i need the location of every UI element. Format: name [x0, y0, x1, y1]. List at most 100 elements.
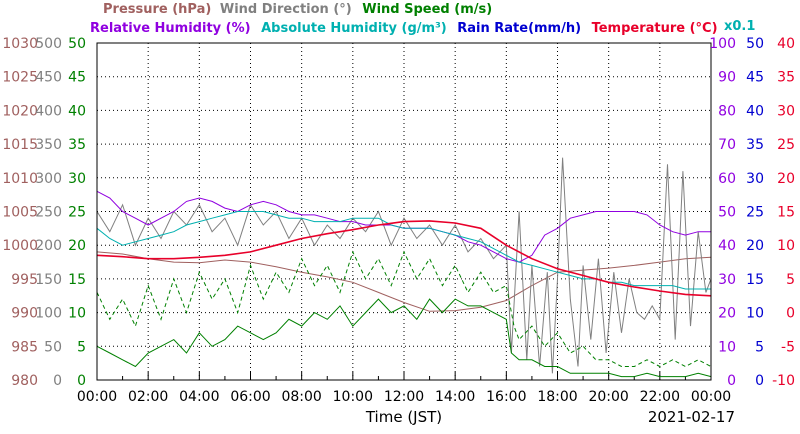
rain-rate-tick-label: 40: [746, 103, 764, 119]
temperature-tick-label: -5: [781, 339, 795, 355]
humidity-tick-label: 50: [718, 205, 736, 221]
rain-rate-tick-label: 20: [746, 238, 764, 254]
temperature-tick-label: 5: [786, 272, 795, 288]
wind-direction-tick-label: 150: [35, 272, 62, 288]
humidity-tick-label: 0: [727, 373, 736, 389]
x-tick-label: 20:00: [588, 389, 628, 405]
x-tick-label: 00:00: [691, 389, 731, 405]
pressure-tick-label: 1015: [2, 137, 38, 153]
wind-speed-tick-label: 50: [68, 36, 86, 52]
pressure-tick-label: 1020: [2, 103, 38, 119]
humidity-tick-label: 30: [718, 272, 736, 288]
wind-direction-tick-label: 200: [35, 238, 62, 254]
plot-frame: [96, 42, 712, 381]
pressure-tick-label: 995: [11, 272, 38, 288]
series-pressure: [96, 251, 712, 312]
humidity-tick-label: 70: [718, 137, 736, 153]
right-axes: 1009080706050403020100504540353025201510…: [709, 36, 795, 389]
humidity-tick-label: 10: [718, 339, 736, 355]
wind-direction-tick-label: 350: [35, 137, 62, 153]
x-tick-label: 10:00: [333, 389, 373, 405]
x-tick-label: 14:00: [435, 389, 475, 405]
temperature-tick-label: 0: [786, 306, 795, 322]
series-wind-speed-max: [96, 250, 712, 368]
legend-absolute-humidity: Absolute Humidity (g/m³): [261, 21, 447, 36]
x-tick-label: 04:00: [179, 389, 219, 405]
legend-wind-direction: Wind Direction (°): [219, 2, 352, 17]
multiplier-note: x0.1: [724, 19, 756, 34]
x-tick-label: 22:00: [640, 389, 680, 405]
wind-direction-tick-label: 500: [35, 36, 62, 52]
series-temperature: [96, 220, 712, 297]
wind-direction-tick-label: 400: [35, 103, 62, 119]
temperature-tick-label: 40: [777, 36, 795, 52]
rain-rate-tick-label: 30: [746, 171, 764, 187]
legend-relative-humidity: Relative Humidity (%): [90, 21, 251, 36]
wind-speed-tick-label: 45: [68, 70, 86, 86]
legend-row-2: Relative Humidity (%) Absolute Humidity …: [90, 21, 718, 37]
left-axes: 1030102510201015101010051000995990985980…: [2, 36, 86, 389]
legend-wind-speed: Wind Speed (m/s): [362, 2, 493, 17]
wind-speed-tick-label: 5: [77, 339, 86, 355]
x-tick-label: 06:00: [230, 389, 270, 405]
date-label: 2021-02-17: [648, 408, 735, 426]
humidity-tick-label: 90: [718, 70, 736, 86]
rain-rate-tick-label: 50: [746, 36, 764, 52]
temperature-tick-label: 30: [777, 103, 795, 119]
wind-speed-tick-label: 15: [68, 272, 86, 288]
pressure-tick-label: 980: [11, 373, 38, 389]
pressure-tick-label: 1005: [2, 205, 38, 221]
wind-speed-tick-label: 20: [68, 238, 86, 254]
pressure-tick-label: 985: [11, 339, 38, 355]
wind-direction-tick-label: 450: [35, 70, 62, 86]
legend-rain-rate: Rain Rate(mm/h): [457, 21, 582, 36]
x-tick-label: 08:00: [281, 389, 321, 405]
temperature-tick-label: 15: [777, 205, 795, 221]
pressure-tick-label: 1010: [2, 171, 38, 187]
rain-rate-tick-label: 0: [755, 373, 764, 389]
wind-speed-tick-label: 10: [68, 306, 86, 322]
humidity-tick-label: 40: [718, 238, 736, 254]
humidity-tick-label: 80: [718, 103, 736, 119]
rain-rate-tick-label: 25: [746, 205, 764, 221]
series-wind-direction: [96, 157, 712, 374]
x-tick-label: 02:00: [128, 389, 168, 405]
rain-rate-tick-label: 10: [746, 306, 764, 322]
humidity-tick-label: 100: [709, 36, 736, 52]
x-axis: 00:00 02:00 04:00 06:00 08:00 10:00 12:00 14:00…: [77, 389, 731, 405]
wind-speed-tick-label: 30: [68, 171, 86, 187]
temperature-tick-label: 20: [777, 171, 795, 187]
wind-direction-tick-label: 250: [35, 205, 62, 221]
wind-direction-tick-label: 0: [53, 373, 62, 389]
temperature-tick-label: 25: [777, 137, 795, 153]
wind-direction-tick-label: 300: [35, 171, 62, 187]
pressure-tick-label: 990: [11, 306, 38, 322]
temperature-tick-label: 10: [777, 238, 795, 254]
legend-pressure: Pressure (hPa): [103, 2, 212, 17]
rain-rate-tick-label: 5: [755, 339, 764, 355]
x-tick-label: 00:00: [77, 389, 117, 405]
chart-series: [96, 157, 712, 381]
wind-speed-tick-label: 0: [77, 373, 86, 389]
series-wind-speed: [96, 298, 712, 378]
x-tick-label: 18:00: [537, 389, 577, 405]
wind-speed-tick-label: 25: [68, 205, 86, 221]
wind-direction-tick-label: 50: [44, 339, 62, 355]
temperature-tick-label: -10: [772, 373, 795, 389]
rain-rate-tick-label: 35: [746, 137, 764, 153]
wind-speed-tick-label: 40: [68, 103, 86, 119]
rain-rate-tick-label: 15: [746, 272, 764, 288]
humidity-tick-label: 60: [718, 171, 736, 187]
wind-direction-tick-label: 100: [35, 306, 62, 322]
x-tick-label: 12:00: [384, 389, 424, 405]
legend-row-1: Pressure (hPa) Wind Direction (°) Wind S…: [103, 2, 492, 18]
wind-speed-tick-label: 35: [68, 137, 86, 153]
legend-temperature: Temperature (°C): [591, 21, 718, 36]
pressure-tick-label: 1000: [2, 238, 38, 254]
humidity-tick-label: 20: [718, 306, 736, 322]
rain-rate-tick-label: 45: [746, 70, 764, 86]
pressure-tick-label: 1030: [2, 36, 38, 52]
x-axis-label: Time (JST): [365, 408, 442, 426]
x-tick-label: 16:00: [486, 389, 526, 405]
